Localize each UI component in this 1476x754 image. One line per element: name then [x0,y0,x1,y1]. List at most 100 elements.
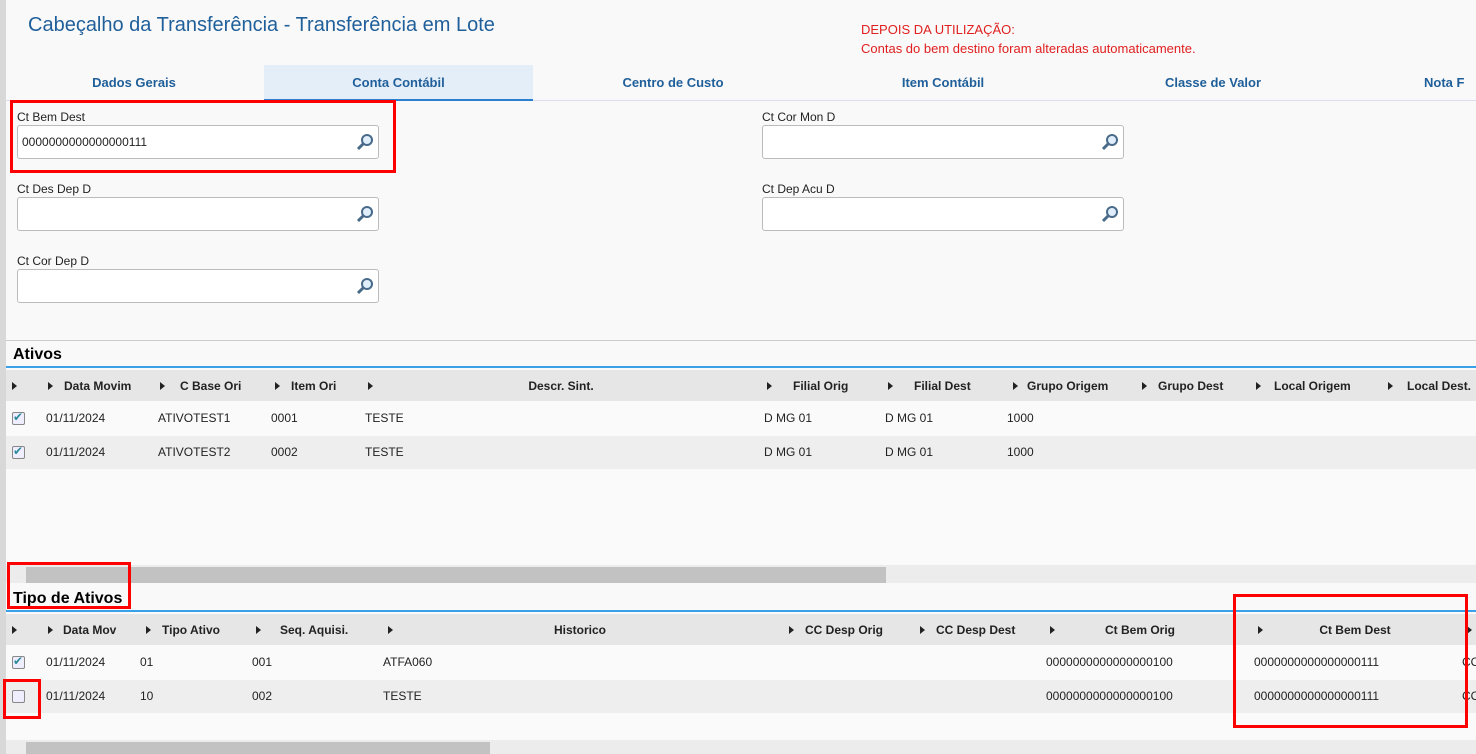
table-row[interactable]: 01/11/2024 01 001 ATFA060 000000000000000010… [6,646,1476,679]
scrollbar-thumb[interactable] [26,567,886,583]
tab-classe-de-valor[interactable]: Classe de Valor [1164,75,1262,90]
sort-arrow-icon[interactable] [368,382,373,390]
table-cell: TESTE [365,411,404,425]
checkbox-checked[interactable] [12,654,25,669]
sort-arrow-icon[interactable] [1388,382,1393,390]
table-cell: 01/11/2024 [46,411,106,425]
column-header[interactable]: Ct Bem Orig [1104,623,1175,637]
column-header[interactable]: CC Desp Dest [936,623,1016,637]
sort-arrow-icon[interactable] [1013,382,1018,390]
note-line-1: DEPOIS DA UTILIZAÇÃO: [861,22,1015,37]
sort-arrow-icon[interactable] [48,382,53,390]
table-cell: 01/11/2024 [46,689,106,703]
column-header[interactable]: Filial Dest [914,379,971,393]
ativos-horizontal-scrollbar[interactable] [6,565,1476,583]
column-header[interactable]: Grupo Dest [1158,379,1224,393]
sort-arrow-icon[interactable] [1467,626,1472,634]
column-header[interactable]: Grupo Origem [1027,379,1109,393]
search-icon[interactable] [356,205,374,223]
table-row[interactable]: 01/11/2024 ATIVOTEST1 0001 TESTE D MG 01 D MG… [6,402,1476,435]
tab-dados-gerais[interactable]: Dados Gerais [92,75,176,90]
column-header[interactable]: Data Movim [64,379,132,393]
checkbox-unchecked[interactable] [12,690,25,703]
ct-dep-acu-d-field[interactable] [762,197,1124,231]
sort-arrow-icon[interactable] [275,382,280,390]
sort-arrow-icon[interactable] [1256,382,1261,390]
note-line-2: Contas do bem destino foram alteradas au… [861,41,1196,56]
select-all-arrow-icon[interactable] [12,626,17,634]
table-cell: 0000000000000000111 [1254,689,1380,703]
table-cell: D MG 01 [764,411,813,425]
column-header[interactable]: Local Dest. [1407,379,1472,393]
sort-arrow-icon[interactable] [160,382,165,390]
table-cell: ATIVOTEST2 [158,445,231,459]
sort-arrow-icon[interactable] [1050,626,1055,634]
search-icon[interactable] [1101,205,1119,223]
ct-bem-dest-value: 0000000000000000111 [22,135,148,149]
left-border [0,0,6,754]
sort-arrow-icon[interactable] [146,626,151,634]
table-cell: 10 [140,689,154,703]
column-header[interactable]: Data Mov [63,623,117,637]
column-header[interactable]: Local Origem [1274,379,1351,393]
tab-nota-fiscal[interactable]: Nota F [1424,75,1465,90]
column-header[interactable]: Historico [553,623,606,637]
tipo-ativos-line [6,610,1476,612]
sort-arrow-icon[interactable] [48,626,53,634]
select-all-arrow-icon[interactable] [12,382,17,390]
tab-item-contabil[interactable]: Item Contábil [901,75,985,90]
sort-arrow-icon[interactable] [1258,626,1263,634]
checkbox-checked[interactable] [12,444,25,459]
table-cell: 002 [252,689,273,703]
sort-arrow-icon[interactable] [789,626,794,634]
column-header[interactable]: Filial Orig [793,379,849,393]
column-header[interactable]: C Base Ori [180,379,242,393]
column-header[interactable]: Tipo Ativo [162,623,220,637]
tipo-ativos-title: Tipo de Ativos [13,590,123,607]
column-header[interactable]: CC Desp Orig [805,623,884,637]
sort-arrow-icon[interactable] [1142,382,1147,390]
tipo-ativos-horizontal-scrollbar[interactable] [6,740,1476,754]
tab-conta-contabil[interactable]: Conta Contábil [264,65,533,101]
sort-arrow-icon[interactable] [920,626,925,634]
ct-bem-dest-label: Ct Bem Dest [17,110,86,124]
table-cell: 1000 [1007,445,1034,459]
search-icon[interactable] [356,133,374,151]
column-header[interactable]: Ct Bem Dest [1319,623,1391,637]
table-row[interactable]: 01/11/2024 10 002 TESTE 0000000000000000100 0… [6,680,1476,713]
tipo-ativos-grid-header: Data Mov Tipo Ativo Seq. Aquisi. Historico C… [6,614,1476,645]
table-cell: TESTE [383,689,422,703]
table-cell: ATFA060 [383,655,433,669]
table-cell: 01/11/2024 [46,655,106,669]
ct-des-dep-d-field[interactable] [17,197,379,231]
table-cell: TESTE [365,445,404,459]
highlight-box [3,679,41,719]
table-cell: 01/11/2024 [46,445,106,459]
column-header[interactable]: Descr. Sint. [528,379,594,393]
ct-dep-acu-d-label: Ct Dep Acu D [762,182,835,196]
search-icon[interactable] [1101,133,1119,151]
column-header[interactable]: Item Ori [291,379,337,393]
sort-arrow-icon[interactable] [767,382,772,390]
table-cell: 0000000000000000100 [1046,689,1173,703]
ct-cor-dep-d-field[interactable] [17,269,379,303]
scrollbar-thumb[interactable] [26,742,490,754]
table-cell: 0000000000000000111 [1254,655,1380,669]
ct-cor-mon-d-field[interactable] [762,125,1124,159]
search-icon[interactable] [356,277,374,295]
tab-centro-de-custo[interactable]: Centro de Custo [622,75,724,90]
sort-arrow-icon[interactable] [388,626,393,634]
divider [6,340,1476,341]
column-header[interactable]: Seq. Aquisi. [280,623,349,637]
table-row[interactable]: 01/11/2024 ATIVOTEST2 0002 TESTE D MG 01 D MG… [6,436,1476,469]
checkbox-checked[interactable] [12,410,25,425]
highlight-box [1233,594,1468,728]
sort-arrow-icon[interactable] [888,382,893,390]
table-cell: 001 [252,655,273,669]
ct-bem-dest-field[interactable]: 0000000000000000111 [17,125,379,159]
sort-arrow-icon[interactable] [256,626,261,634]
table-cell: D MG 01 [764,445,813,459]
table-cell: 01 [140,655,154,669]
ativos-line [6,366,1476,368]
table-cell: 0001 [271,411,298,425]
